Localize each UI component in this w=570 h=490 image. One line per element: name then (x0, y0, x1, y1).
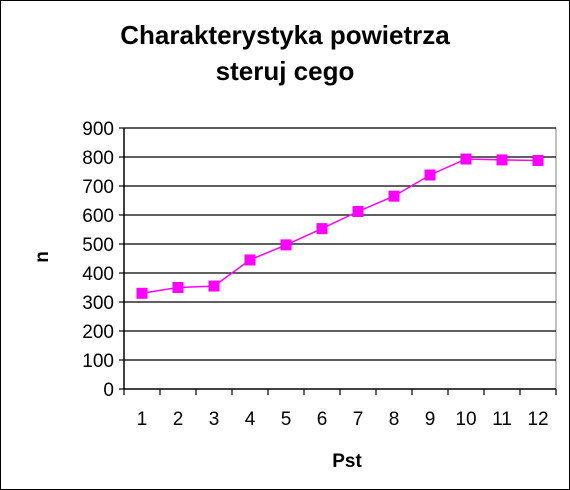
x-tick-label: 12 (527, 409, 548, 430)
y-tick-label: 0 (103, 380, 114, 401)
y-tick-label: 800 (82, 148, 114, 169)
y-tick-label: 100 (82, 351, 114, 372)
y-axis-label: n (32, 251, 53, 263)
x-tick-label: 7 (353, 409, 364, 430)
chart-title-line-2: steruj cego (216, 56, 355, 86)
x-tick-label: 9 (425, 409, 436, 430)
data-point (208, 280, 220, 292)
data-point (244, 254, 256, 266)
x-tick-label: 11 (492, 409, 512, 430)
x-tick-label: 5 (281, 409, 292, 430)
y-tick-label: 500 (82, 235, 114, 256)
data-point (424, 169, 436, 181)
x-tick-label: 1 (137, 409, 148, 430)
x-tick-label: 4 (245, 409, 256, 430)
x-axis-label: Pst (332, 451, 362, 472)
data-point (388, 190, 400, 202)
data-point (352, 206, 364, 218)
chart-title-line-1: Charakterystyka powietrza (120, 20, 450, 50)
y-tick-label: 900 (82, 119, 114, 140)
x-tick-label: 3 (209, 409, 220, 430)
x-tick-label: 8 (389, 409, 400, 430)
y-tick-label: 200 (82, 322, 114, 343)
series-line (141, 158, 539, 295)
x-tick-label: 10 (455, 409, 476, 430)
data-point (172, 282, 184, 293)
data-point (460, 153, 472, 165)
x-tick-label: 2 (173, 409, 184, 430)
data-point (496, 154, 508, 166)
data-point (316, 223, 328, 235)
y-tick-label: 700 (82, 177, 114, 198)
y-tick-label: 400 (82, 264, 114, 285)
data-point (280, 239, 292, 251)
data-point (136, 287, 148, 299)
plot-background (123, 127, 557, 390)
y-tick-label: 300 (82, 293, 114, 314)
data-point (532, 154, 544, 166)
y-tick-label: 600 (82, 206, 114, 227)
x-tick-label: 6 (317, 409, 328, 430)
